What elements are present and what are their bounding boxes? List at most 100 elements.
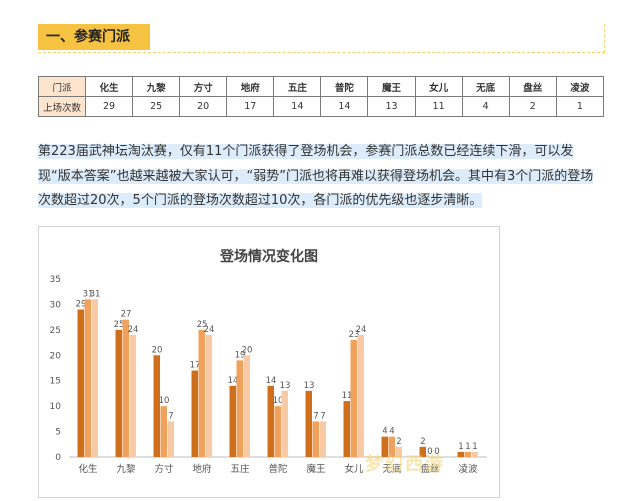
bar [84,299,91,457]
table-header-row: 门派 化生 九黎 方寸 地府 五庄 普陀 魔王 女儿 无底 盘丝 凌波 [38,76,605,97]
y-tick-label: 25 [50,326,61,336]
data-label: 17 [190,361,201,371]
sect-count: 13 [367,96,416,117]
sect-count: 11 [414,96,463,117]
x-tick-label: 凌波 [458,463,478,475]
data-label: 14 [266,376,277,386]
bar [115,329,122,457]
watermark-logo: 梦幻西游 [365,454,445,475]
bar [274,406,281,457]
x-tick-label: 普陀 [268,463,288,475]
bar [305,390,312,457]
bar [198,329,205,457]
data-label: 1 [458,442,463,452]
table-count-row: 上场次数 29 25 20 17 14 14 13 11 4 2 1 [38,96,605,117]
data-label: 24 [356,325,367,335]
data-label: 20 [242,345,253,355]
sect-name: 凌波 [555,76,605,97]
table-row-label: 上场次数 [38,96,86,117]
bar [191,370,198,457]
chart-panel: 登场情况变化图 0 5 10 15 20 25 30 35 化生 29 31 31 九黎 25 27 24 方寸 2… [38,226,500,498]
y-tick-label: 0 [55,453,61,463]
x-tick-label: 盘丝 [420,463,439,475]
sect-name: 魔王 [367,76,416,97]
x-tick-label: 五庄 [230,463,250,475]
bar [357,334,364,457]
y-tick-label: 10 [50,402,62,412]
bar [160,406,167,457]
data-label: 20 [152,345,163,355]
x-tick-label: 魔王 [306,463,326,475]
bar [122,319,129,457]
data-label: 14 [228,376,239,386]
x-tick-label: 女儿 [344,463,364,475]
bar [243,355,250,457]
sect-stats-table: 门派 化生 九黎 方寸 地府 五庄 普陀 魔王 女儿 无底 盘丝 凌波 上场次数… [38,76,605,117]
paragraph-text: 第223届武神坛淘汰赛，仅有11个门派获得了登场机会，参赛门派总数已经连续下滑，… [38,144,594,208]
bar [395,446,402,457]
bar [471,451,478,457]
data-label: 7 [313,411,318,421]
x-tick-label: 地府 [192,463,212,475]
bar [267,385,274,457]
x-tick-label: 方寸 [154,463,174,475]
bar [464,451,471,457]
sect-name: 地府 [226,76,275,97]
summary-paragraph: 第223届武神坛淘汰赛，仅有11个门派获得了登场机会，参赛门派总数已经连续下滑，… [38,140,604,214]
data-label: 0 [427,447,432,457]
sect-name: 无底 [461,76,510,97]
sect-name: 五庄 [273,76,322,97]
sect-count: 17 [226,96,275,117]
data-label: 31 [90,289,101,299]
bar [281,390,288,457]
data-label: 29 [76,300,87,310]
data-label: 27 [121,310,132,320]
sect-count: 25 [132,96,181,117]
sect-count: 29 [84,96,134,117]
sect-name: 普陀 [320,76,369,97]
y-tick-label: 15 [50,377,61,387]
y-tick-label: 35 [50,275,61,285]
sect-count: 1 [555,96,605,117]
data-label: 2 [396,437,401,447]
chart-title: 登场情况变化图 [219,248,318,265]
x-tick-label: 化生 [78,463,98,475]
data-label: 7 [320,411,325,421]
bar [77,309,84,457]
y-tick-label: 20 [50,351,62,361]
bar [205,334,212,457]
y-tick-label: 30 [50,300,62,310]
bar [167,421,174,457]
data-label: 24 [204,325,215,335]
bar [129,334,136,457]
data-label: 19 [235,350,246,360]
bar [229,385,236,457]
sect-count: 20 [179,96,228,117]
sect-name: 方寸 [179,76,228,97]
bar [319,421,326,457]
data-label: 7 [168,411,173,421]
bar [91,299,98,457]
sect-count: 14 [273,96,322,117]
bar [457,451,464,457]
table-header-label: 门派 [38,76,86,97]
bar [388,436,395,457]
data-label: 4 [382,427,387,437]
bar [312,421,319,457]
sect-count: 2 [508,96,557,117]
sect-name: 盘丝 [508,76,557,97]
section-title: 一、参赛门派 [38,24,150,50]
data-label: 25 [197,320,208,330]
x-tick-label: 无底 [382,463,402,475]
data-label: 1 [465,442,470,452]
sect-name: 化生 [84,76,134,97]
sect-count: 4 [461,96,510,117]
data-label: 25 [114,320,125,330]
y-tick-label: 5 [55,428,61,438]
data-label: 4 [389,427,394,437]
data-label: 13 [280,381,291,391]
data-label: 11 [342,391,353,401]
sect-name: 九黎 [132,76,181,97]
data-label: 0 [434,447,439,457]
bar-chart: 登场情况变化图05101520253035化生293131九黎252724方寸2… [50,248,487,475]
